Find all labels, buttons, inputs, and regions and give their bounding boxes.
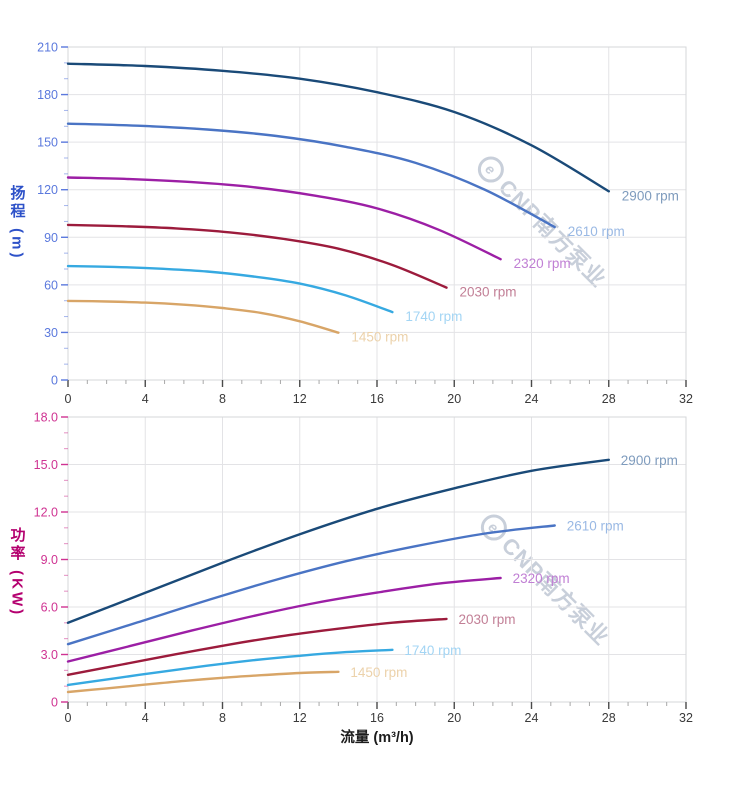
- curve-1450-rpm: [66, 670, 340, 694]
- flow-axis-title: 流量 (m³/h): [340, 730, 414, 746]
- curve-2030-rpm: [66, 223, 448, 289]
- x-tick-label: 20: [447, 711, 461, 725]
- head-curve-chart: 0 4 8 12 16 20 24 28 32 0 30 60 90 120 150 180 210 2900 r…: [37, 41, 693, 407]
- x-tick-label: 32: [679, 711, 693, 725]
- y-tick-label: 0: [51, 374, 58, 388]
- y-tick-label: 30: [44, 326, 58, 340]
- x-tick-label: 16: [370, 392, 384, 406]
- x-tick-label: 12: [293, 392, 307, 406]
- curve-2610-rpm: [66, 122, 556, 229]
- y-tick-label: 60: [44, 278, 58, 292]
- curve-label-2030-rpm: 2030 rpm: [459, 612, 516, 627]
- y-tick-label: 150: [37, 136, 58, 150]
- y-tick-label: 120: [37, 183, 58, 197]
- curve-label-1740-rpm: 1740 rpm: [405, 309, 462, 324]
- curve-2610-rpm: [66, 524, 556, 646]
- curve-1740-rpm: [66, 648, 394, 687]
- curve-label-2610-rpm: 2610 rpm: [567, 519, 624, 534]
- y-tick-label: 15.0: [34, 458, 58, 472]
- y-tick-label: 0: [51, 696, 58, 710]
- curve-2320-rpm: [66, 576, 502, 663]
- x-tick-label: 0: [65, 392, 72, 406]
- x-tick-label: 20: [447, 392, 461, 406]
- curve-1740-rpm: [66, 264, 394, 314]
- curve-label-2900-rpm: 2900 rpm: [622, 188, 679, 203]
- x-tick-label: 8: [219, 392, 226, 406]
- x-tick-label: 8: [219, 711, 226, 725]
- curve-label-2320-rpm: 2320 rpm: [514, 256, 571, 271]
- curve-label-1740-rpm: 1740 rpm: [404, 643, 461, 658]
- x-tick-label: 28: [602, 392, 616, 406]
- x-tick-label: 16: [370, 711, 384, 725]
- y-tick-label: 180: [37, 88, 58, 102]
- curve-label-1450-rpm: 1450 rpm: [350, 665, 407, 680]
- curve-label-2030-rpm: 2030 rpm: [460, 285, 517, 300]
- y-tick-label: 12.0: [34, 506, 58, 520]
- curve-label-2610-rpm: 2610 rpm: [568, 224, 625, 239]
- power-curve-chart: 0 4 8 12 16 20 24 28 32 0 3.0 6.0 9.0 12.0 15.0 18.0 290…: [34, 411, 693, 726]
- y-tick-label: 3.0: [41, 648, 58, 662]
- y-tick-label: 18.0: [34, 411, 58, 425]
- y-tick-label: 6.0: [41, 601, 58, 615]
- curve-1450-rpm: [66, 299, 340, 334]
- curve-2900-rpm: [66, 62, 610, 193]
- y-tick-label: 210: [37, 41, 58, 55]
- curve-2030-rpm: [66, 617, 448, 676]
- y-tick-label: 90: [44, 231, 58, 245]
- x-tick-label: 32: [679, 392, 693, 406]
- y-tick-label: 9.0: [41, 553, 58, 567]
- x-tick-label: 4: [142, 711, 149, 725]
- x-tick-label: 24: [525, 711, 539, 725]
- curve-label-2900-rpm: 2900 rpm: [621, 453, 678, 468]
- curve-2320-rpm: [66, 176, 502, 261]
- x-tick-label: 24: [525, 392, 539, 406]
- x-tick-label: 28: [602, 711, 616, 725]
- curve-label-2320-rpm: 2320 rpm: [513, 571, 570, 586]
- power-axis-title: 功率 (KW): [8, 527, 26, 618]
- x-tick-label: 0: [65, 711, 72, 725]
- curve-2900-rpm: [66, 458, 610, 624]
- head-axis-title: 扬程 (m): [8, 185, 26, 261]
- x-tick-label: 4: [142, 392, 149, 406]
- curve-label-1450-rpm: 1450 rpm: [351, 330, 408, 345]
- x-tick-label: 12: [293, 711, 307, 725]
